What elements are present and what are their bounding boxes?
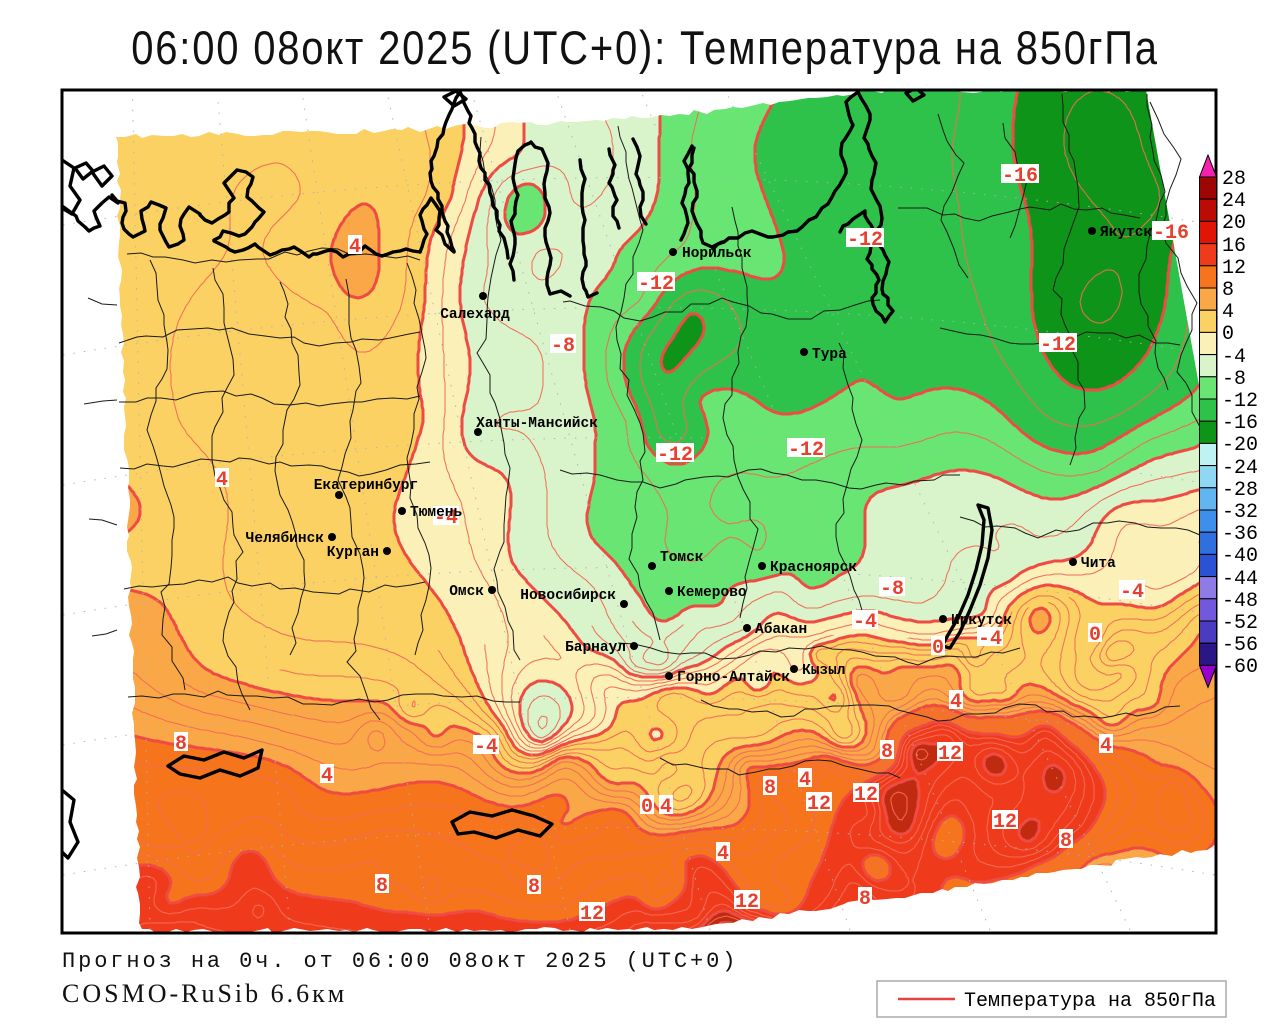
svg-text:-4: -4 <box>434 507 458 530</box>
svg-text:8: 8 <box>376 875 388 898</box>
svg-text:COSMO-RuSib 6.6км: COSMO-RuSib 6.6км <box>62 979 347 1008</box>
svg-text:Горно-Алтайск: Горно-Алтайск <box>677 670 790 686</box>
svg-text:Новосибирск: Новосибирск <box>520 588 616 604</box>
svg-text:Температура на 850гПа: Температура на 850гПа <box>964 990 1216 1013</box>
svg-text:-4: -4 <box>1120 581 1144 604</box>
svg-text:0: 0 <box>932 637 944 660</box>
svg-text:-16: -16 <box>1153 222 1189 245</box>
svg-text:28: 28 <box>1222 168 1246 191</box>
svg-text:Якутск: Якутск <box>1100 225 1153 241</box>
svg-text:-8: -8 <box>551 335 575 358</box>
svg-text:Чита: Чита <box>1081 556 1116 572</box>
svg-text:4: 4 <box>799 769 811 792</box>
svg-text:-12: -12 <box>1222 390 1258 413</box>
svg-text:4: 4 <box>349 236 361 259</box>
svg-text:Красноярск: Красноярск <box>770 560 857 576</box>
svg-text:4: 4 <box>660 796 672 819</box>
svg-text:8: 8 <box>175 733 187 756</box>
svg-text:-36: -36 <box>1222 523 1258 546</box>
svg-text:Барнаул: Барнаул <box>565 640 626 656</box>
svg-text:-4: -4 <box>853 611 877 634</box>
svg-text:0: 0 <box>641 796 653 819</box>
svg-text:Тюмень: Тюмень <box>410 505 463 521</box>
svg-text:Абакан: Абакан <box>755 622 807 638</box>
svg-text:4: 4 <box>216 469 228 492</box>
svg-text:-20: -20 <box>1222 434 1258 457</box>
svg-text:-16: -16 <box>1222 412 1258 435</box>
svg-text:06:00 08окт 2025 (UTC+0): Темп: 06:00 08окт 2025 (UTC+0): Температура на… <box>131 22 1159 75</box>
svg-text:Прогноз на 0ч. от 06:00 08окт: Прогноз на 0ч. от 06:00 08окт 2025 (UTC+… <box>62 949 738 974</box>
svg-text:Ханты-Мансийск: Ханты-Мансийск <box>476 416 598 432</box>
svg-text:4: 4 <box>717 843 729 866</box>
svg-text:-32: -32 <box>1222 501 1258 524</box>
svg-text:8: 8 <box>859 888 871 911</box>
svg-text:4: 4 <box>321 765 333 788</box>
svg-text:4: 4 <box>1100 735 1112 758</box>
svg-text:-56: -56 <box>1222 634 1258 657</box>
svg-text:-12: -12 <box>788 439 824 462</box>
svg-text:-12: -12 <box>638 273 674 296</box>
svg-text:16: 16 <box>1222 235 1246 258</box>
svg-text:0: 0 <box>1089 624 1101 647</box>
svg-text:8: 8 <box>881 741 893 764</box>
svg-text:8: 8 <box>1060 830 1072 853</box>
svg-text:12: 12 <box>1222 257 1246 280</box>
svg-text:Кызыл: Кызыл <box>802 663 846 679</box>
svg-text:-16: -16 <box>1002 165 1038 188</box>
svg-text:12: 12 <box>580 903 604 926</box>
svg-text:12: 12 <box>735 891 759 914</box>
svg-text:-8: -8 <box>1222 368 1246 391</box>
svg-text:4: 4 <box>1222 301 1234 324</box>
svg-text:-12: -12 <box>847 229 883 252</box>
svg-text:-28: -28 <box>1222 479 1258 502</box>
svg-text:12: 12 <box>854 784 878 807</box>
svg-text:20: 20 <box>1222 212 1246 235</box>
svg-text:Екатеринбург: Екатеринбург <box>314 478 418 494</box>
svg-text:4: 4 <box>950 691 962 714</box>
svg-text:12: 12 <box>938 743 962 766</box>
svg-text:-4: -4 <box>1222 346 1246 369</box>
svg-text:-40: -40 <box>1222 545 1258 568</box>
svg-text:-12: -12 <box>657 444 693 467</box>
svg-text:-48: -48 <box>1222 590 1258 613</box>
svg-text:-12: -12 <box>1040 334 1076 357</box>
svg-text:Тура: Тура <box>812 347 847 363</box>
svg-text:Челябинск: Челябинск <box>246 531 325 547</box>
svg-text:12: 12 <box>993 811 1017 834</box>
svg-text:Курган: Курган <box>327 545 379 561</box>
svg-text:-4: -4 <box>978 628 1002 651</box>
svg-text:12: 12 <box>807 793 831 816</box>
svg-text:Иркутск: Иркутск <box>951 613 1012 629</box>
svg-text:Салехард: Салехард <box>440 307 510 323</box>
svg-text:Омск: Омск <box>449 584 484 600</box>
svg-text:0: 0 <box>1222 323 1234 346</box>
svg-text:-44: -44 <box>1222 568 1258 591</box>
svg-text:-8: -8 <box>880 578 904 601</box>
svg-text:-60: -60 <box>1222 656 1258 679</box>
svg-text:24: 24 <box>1222 190 1246 213</box>
svg-text:8: 8 <box>764 777 776 800</box>
svg-text:-52: -52 <box>1222 612 1258 635</box>
svg-text:-4: -4 <box>474 736 498 759</box>
svg-text:Норильск: Норильск <box>682 246 752 262</box>
svg-text:-24: -24 <box>1222 457 1258 480</box>
svg-text:Томск: Томск <box>660 550 704 566</box>
svg-text:8: 8 <box>528 876 540 899</box>
svg-text:8: 8 <box>1222 279 1234 302</box>
svg-text:Кемерово: Кемерово <box>677 585 747 601</box>
